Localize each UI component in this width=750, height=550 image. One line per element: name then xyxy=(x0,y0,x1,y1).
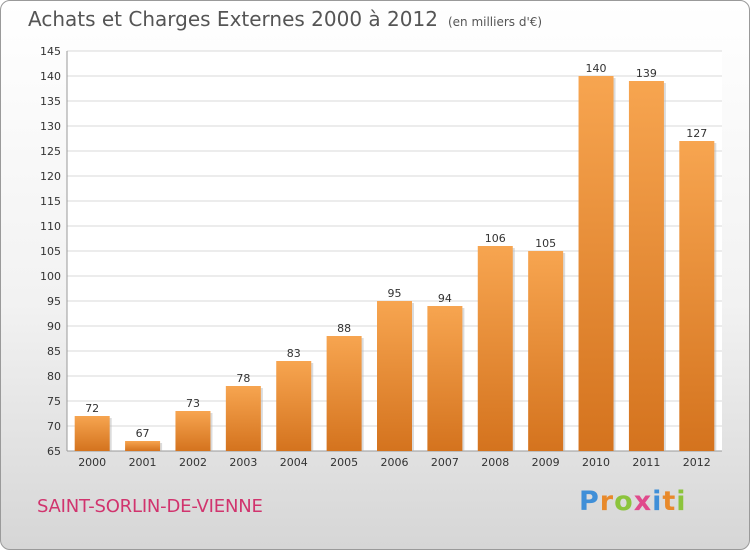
logo-letter: i xyxy=(676,486,687,517)
x-tick-label: 2004 xyxy=(280,456,308,469)
y-tick-label: 140 xyxy=(40,70,61,83)
bars-group xyxy=(74,76,717,451)
x-tick-label: 2002 xyxy=(179,456,207,469)
data-label: 95 xyxy=(388,287,402,300)
chart-unit: (en milliers d'€) xyxy=(447,15,543,29)
data-label: 67 xyxy=(136,427,150,440)
proxiti-logo: Proxiti xyxy=(579,486,687,517)
bar-2010 xyxy=(578,76,614,451)
x-tick-label: 2003 xyxy=(229,456,257,469)
y-tick-label: 125 xyxy=(40,145,61,158)
data-labels: 72 67 73 78 83 88 95 94 106 105 140 139 127 xyxy=(85,62,707,440)
y-tick-label: 100 xyxy=(40,270,61,283)
x-tick-label: 2001 xyxy=(129,456,157,469)
bar-2009 xyxy=(528,251,564,451)
y-tick-label: 120 xyxy=(40,170,61,183)
y-tick-label: 145 xyxy=(40,45,61,58)
y-tick-label: 110 xyxy=(40,220,61,233)
x-tick-label: 2006 xyxy=(381,456,409,469)
y-tick-label: 70 xyxy=(47,420,61,433)
x-axis-ticks: 2000 2001 2002 2003 2004 2005 2006 2007 2008 2009… xyxy=(78,456,711,469)
x-tick-label: 2010 xyxy=(582,456,610,469)
bar-2002 xyxy=(175,411,211,451)
bar-2007 xyxy=(427,306,463,451)
y-tick-label: 90 xyxy=(47,320,61,333)
y-tick-label: 80 xyxy=(47,370,61,383)
y-tick-label: 95 xyxy=(47,295,61,308)
y-tick-label: 75 xyxy=(47,395,61,408)
x-tick-label: 2008 xyxy=(481,456,509,469)
data-label: 106 xyxy=(485,232,506,245)
logo-letter: P xyxy=(579,486,600,517)
x-tick-label: 2000 xyxy=(78,456,106,469)
x-tick-label: 2005 xyxy=(330,456,358,469)
logo-letter: x xyxy=(633,486,653,517)
bar-2012 xyxy=(679,141,715,451)
chart-title-text: Achats et Charges Externes 2000 à 2012 xyxy=(28,7,438,31)
bar-2011 xyxy=(628,81,664,451)
logo-letter: i xyxy=(652,486,663,517)
y-tick-label: 135 xyxy=(40,95,61,108)
data-label: 78 xyxy=(236,372,250,385)
y-axis-ticks: 65 70 75 80 85 90 95 100 105 110 115 120 125 130 135 14… xyxy=(40,45,61,458)
y-tick-label: 115 xyxy=(40,195,61,208)
data-label: 88 xyxy=(337,322,351,335)
data-label: 83 xyxy=(287,347,301,360)
data-label: 127 xyxy=(686,127,707,140)
logo-letter: t xyxy=(662,486,677,517)
city-name: SAINT-SORLIN-DE-VIENNE xyxy=(37,496,263,517)
logo-letter: r xyxy=(599,486,615,517)
logo-letter: o xyxy=(614,486,634,517)
data-label: 72 xyxy=(85,402,99,415)
data-label: 140 xyxy=(586,62,607,75)
bar-2001 xyxy=(125,441,161,451)
x-tick-label: 2007 xyxy=(431,456,459,469)
data-label: 94 xyxy=(438,292,452,305)
y-tick-label: 65 xyxy=(47,445,61,458)
x-tick-label: 2012 xyxy=(683,456,711,469)
bar-2004 xyxy=(276,361,312,451)
y-tick-label: 85 xyxy=(47,345,61,358)
bar-2005 xyxy=(326,336,362,451)
bar-2006 xyxy=(377,301,412,451)
x-tick-label: 2011 xyxy=(632,456,660,469)
data-label: 73 xyxy=(186,397,200,410)
bar-2008 xyxy=(477,246,513,451)
data-label: 105 xyxy=(535,237,556,250)
bar-2000 xyxy=(74,416,110,451)
data-label: 139 xyxy=(636,67,657,80)
bar-2003 xyxy=(225,386,261,451)
y-tick-label: 130 xyxy=(40,120,61,133)
chart-title: Achats et Charges Externes 2000 à 2012 (e… xyxy=(28,7,542,31)
y-tick-label: 105 xyxy=(40,245,61,258)
x-tick-label: 2009 xyxy=(532,456,560,469)
